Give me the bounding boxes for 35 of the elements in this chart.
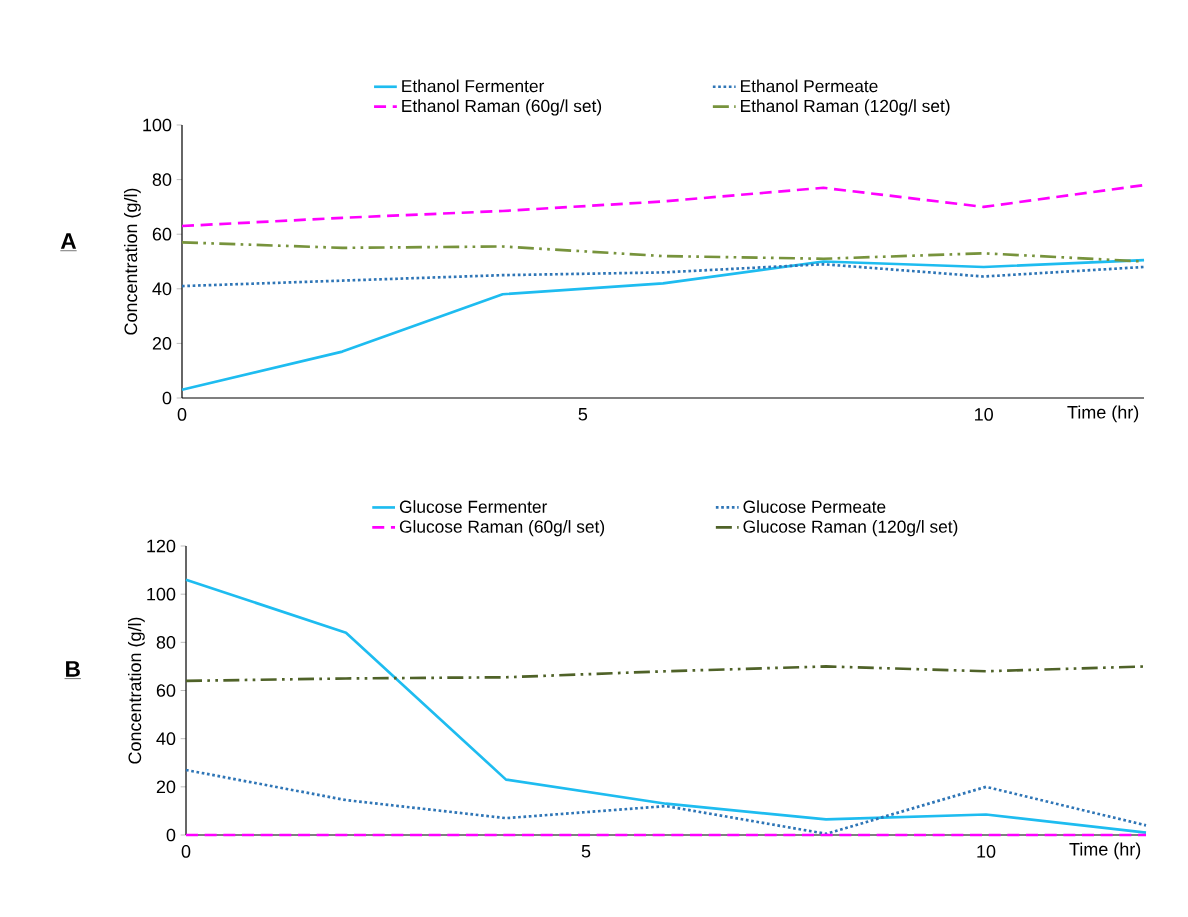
y-tick-label: 100 [143,118,172,132]
line-series [180,262,1146,288]
y-tick-label: 0 [166,828,176,842]
y-tick-label: 80 [156,635,176,649]
y-tick-label: 120 [147,539,176,553]
x-tick-label: 0 [181,845,191,858]
y-axis-title: Concentration (g/l) [127,617,145,764]
y-tick-label: 20 [152,337,172,350]
x-tick-label: 10 [977,845,996,858]
legend-label: Ethanol Raman (60g/l set) [402,99,602,116]
legend-label: Ethanol Permeate [741,79,878,93]
legend-label: Ethanol Raman (120g/l set) [741,99,950,116]
y-tick-label: 40 [156,732,176,746]
y-tick-label: 40 [152,282,172,296]
line-series [180,258,1146,392]
legend-label: Glucose Fermenter [399,500,548,513]
y-tick-label: 20 [156,780,176,794]
x-tick-label: 10 [975,408,993,421]
legend-label: Glucose Raman (120g/l set) [743,520,958,537]
text: B [66,661,80,677]
y-tick-label: 60 [156,684,176,697]
x-axis-title: Time (hr) [1067,405,1139,423]
legend-label: Glucose Permeate [743,500,886,513]
x-tick-label: 5 [581,845,591,858]
x-tick-label: 0 [177,408,187,421]
x-axis-title: Time (hr) [1069,842,1141,860]
legend-label: Ethanol Fermenter [402,79,545,93]
y-tick-label: 0 [162,391,172,405]
y-tick-label: 80 [152,173,172,186]
legend-label: Glucose Raman (60g/l set) [399,520,605,537]
text: A [60,233,77,249]
y-tick-label: 100 [147,587,176,601]
y-axis-title: Concentration (g/l) [123,188,141,335]
x-tick-label: 5 [578,408,588,421]
y-tick-label: 60 [152,227,172,241]
